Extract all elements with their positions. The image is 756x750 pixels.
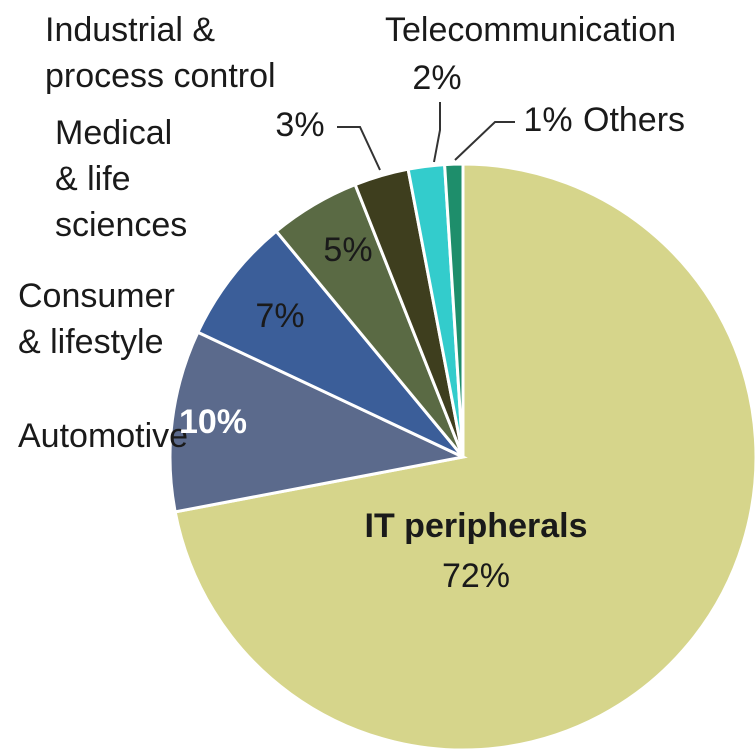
value-label: 72%: [442, 557, 510, 595]
leader-line: [433, 102, 441, 163]
category-label: Others: [583, 101, 685, 139]
pie-slice: [443, 162, 465, 458]
pie-slice: [195, 229, 465, 459]
category-label: IT peripherals: [365, 507, 588, 545]
leader-line: [454, 121, 515, 161]
pie-slice: [168, 330, 468, 514]
category-label: Telecommunication: [385, 11, 676, 49]
category-label: Consumer & lifestyle: [18, 277, 175, 361]
leader-line: [337, 126, 381, 171]
value-label: 7%: [255, 297, 304, 335]
pie: [168, 162, 756, 750]
value-label: 1%: [523, 101, 572, 139]
category-label: Medical & life sciences: [55, 114, 187, 244]
value-label: 5%: [323, 231, 372, 269]
category-label: Industrial & process control: [45, 11, 276, 95]
category-label: Automotive: [18, 417, 188, 455]
value-label: 3%: [275, 106, 324, 144]
value-label: 10%: [179, 403, 247, 441]
value-label: 2%: [412, 59, 461, 97]
